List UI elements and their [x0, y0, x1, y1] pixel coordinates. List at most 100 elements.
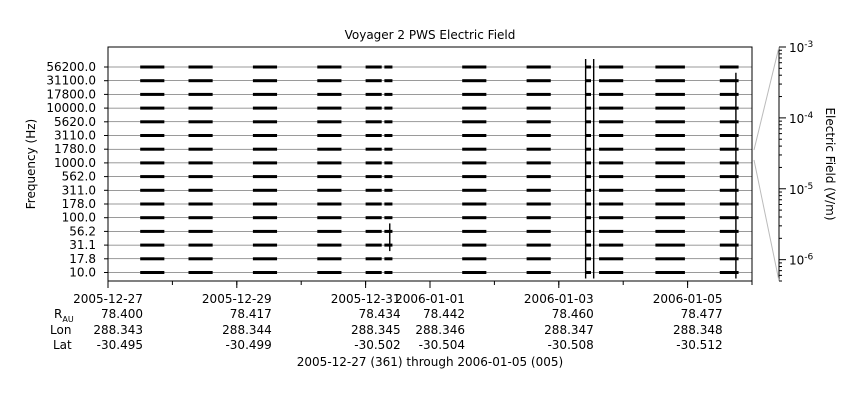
colorbar: 10-310-410-510-6	[753, 40, 814, 282]
colorbar-tick-base: 10	[789, 112, 804, 126]
data-band	[252, 216, 278, 220]
data-band	[585, 147, 591, 151]
data-band	[526, 147, 551, 151]
data-band	[365, 92, 382, 96]
rau-value: 78.417	[230, 307, 272, 321]
lat-value: -30.508	[547, 338, 593, 352]
data-band	[585, 271, 591, 274]
data-band	[585, 202, 591, 206]
data-band	[252, 106, 278, 110]
data-band	[719, 79, 739, 83]
data-band	[384, 79, 393, 83]
data-band	[599, 106, 624, 110]
date-tick-label: 2006-01-03	[524, 292, 594, 306]
data-band	[655, 243, 685, 247]
data-band	[462, 161, 487, 165]
data-band	[252, 161, 278, 165]
data-band	[585, 106, 591, 110]
data-band	[140, 147, 165, 151]
frequency-tick-label: 178.0	[62, 197, 96, 211]
data-band	[384, 120, 393, 124]
data-band	[384, 134, 393, 137]
data-band	[252, 65, 278, 69]
data-band	[365, 106, 382, 110]
data-band	[526, 243, 551, 247]
data-band	[188, 134, 213, 137]
lon-value: 288.344	[222, 323, 272, 337]
data-band	[462, 134, 487, 137]
data-band	[719, 188, 739, 192]
data-band	[526, 161, 551, 165]
data-band	[462, 175, 487, 179]
data-band	[365, 120, 382, 124]
data-band	[719, 106, 739, 110]
data-band	[526, 202, 551, 206]
data-band	[526, 175, 551, 179]
data-band	[384, 257, 393, 261]
data-band	[188, 175, 213, 179]
data-band	[585, 161, 591, 165]
data-band	[188, 202, 213, 206]
data-band	[384, 161, 393, 165]
data-band	[384, 65, 393, 69]
data-band	[599, 134, 624, 137]
data-band	[140, 65, 165, 69]
data-band	[719, 216, 739, 220]
data-band	[719, 147, 739, 151]
lat-value: -30.512	[676, 338, 722, 352]
data-band	[655, 271, 685, 274]
data-band	[317, 271, 342, 274]
data-band	[252, 175, 278, 179]
data-band	[599, 271, 624, 274]
data-band	[585, 243, 591, 247]
data-band	[317, 188, 342, 192]
data-band	[526, 229, 551, 233]
lat-value: -30.502	[354, 338, 400, 352]
data-band	[599, 229, 624, 233]
data-band	[365, 216, 382, 220]
data-band	[140, 271, 165, 274]
data-band	[655, 106, 685, 110]
data-band	[526, 271, 551, 274]
data-band	[585, 175, 591, 179]
data-band	[599, 92, 624, 96]
plot-area	[107, 46, 753, 282]
data-band	[252, 202, 278, 206]
data-band	[599, 161, 624, 165]
data-band	[140, 175, 165, 179]
data-band	[655, 161, 685, 165]
data-band	[655, 92, 685, 96]
data-band	[655, 188, 685, 192]
data-band	[526, 92, 551, 96]
data-band	[140, 202, 165, 206]
data-band	[599, 120, 624, 124]
colorbar-tick-label: 10-4	[789, 111, 814, 126]
data-band	[384, 229, 393, 233]
rau-value: 78.442	[423, 307, 465, 321]
lon-value: 288.343	[93, 323, 143, 337]
data-band	[462, 243, 487, 247]
data-band	[317, 161, 342, 165]
data-band	[585, 65, 591, 69]
data-band	[655, 134, 685, 137]
data-band	[462, 216, 487, 220]
frequency-axis: 56200.031100.017800.010000.05620.03110.0…	[46, 60, 108, 280]
lat-value: -30.504	[419, 338, 465, 352]
data-band	[462, 79, 487, 83]
data-band	[585, 92, 591, 96]
data-band	[252, 229, 278, 233]
data-band	[365, 229, 382, 233]
data-band	[140, 120, 165, 124]
data-band	[252, 188, 278, 192]
data-band	[252, 243, 278, 247]
data-band	[384, 147, 393, 151]
data-band	[365, 271, 382, 274]
data-segments	[108, 65, 752, 274]
data-band	[317, 65, 342, 69]
data-band	[140, 92, 165, 96]
data-band	[384, 243, 393, 247]
data-band	[252, 79, 278, 83]
rau-label-main: R	[54, 307, 62, 321]
frequency-tick-label: 17800.0	[46, 87, 96, 101]
